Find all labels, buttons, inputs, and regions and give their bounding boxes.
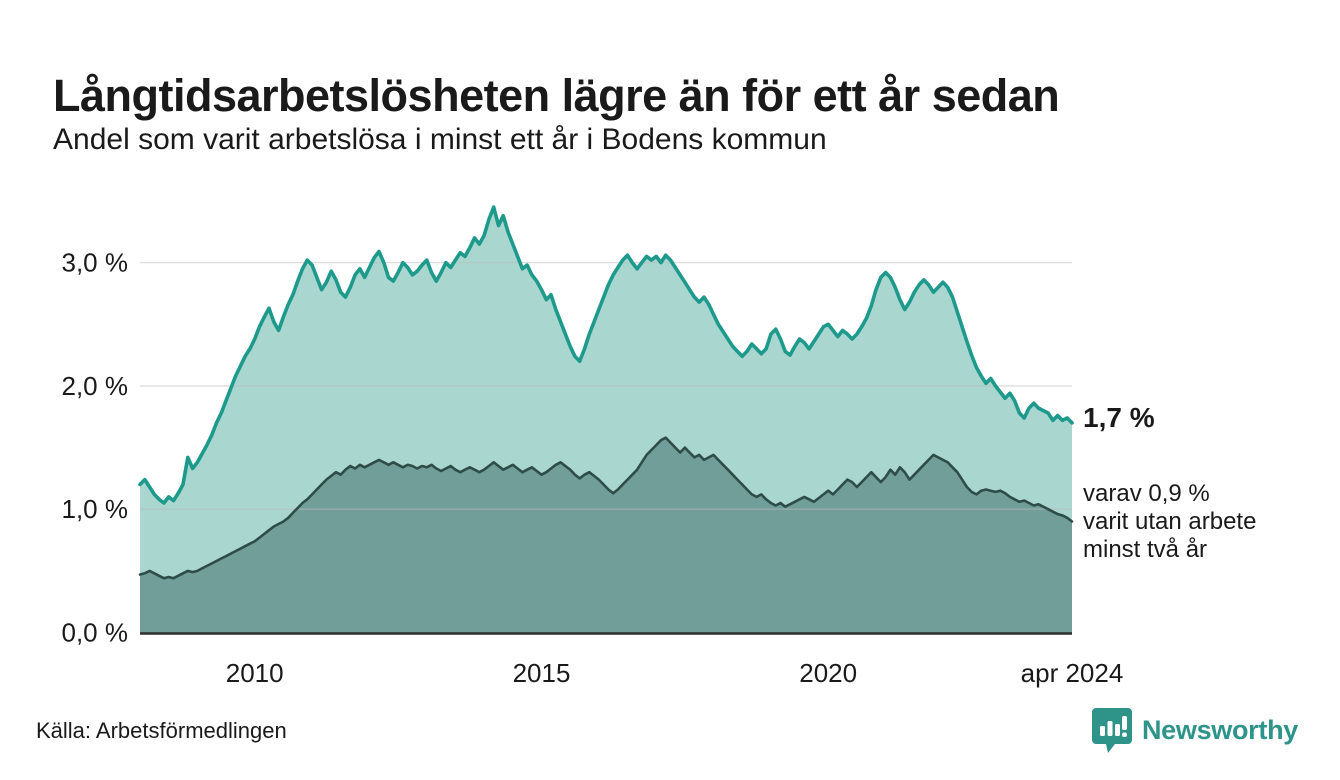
y-tick-label: 3,0 % xyxy=(62,248,129,278)
logo-bar-tall xyxy=(1107,721,1113,736)
x-tick-label: 2015 xyxy=(513,658,571,688)
chart-subtitle: Andel som varit arbetslösa i minst ett å… xyxy=(53,123,827,156)
latest-value-label: 1,7 % xyxy=(1083,402,1155,433)
secondary-label-line3: minst två år xyxy=(1083,536,1208,563)
line-two-year-unemployed xyxy=(138,436,1074,580)
page-title: Långtidsarbetslösheten lägre än för ett … xyxy=(53,70,1060,122)
logo-bar-mid xyxy=(1114,724,1120,736)
y-tick-label: 0,0 % xyxy=(62,618,129,648)
chart-areas xyxy=(140,207,1072,633)
x-tick-label: 2010 xyxy=(226,658,284,688)
secondary-label-line2: varit utan arbete xyxy=(1083,508,1257,535)
newsworthy-logo-icon xyxy=(1091,708,1132,753)
x-tick-label: apr 2024 xyxy=(1021,658,1124,688)
area-two-year-unemployed xyxy=(140,437,1072,633)
area-chart: 0,0 % 1,0 % 2,0 % 3,0 % 2010 2015 2020 apr 202… xyxy=(62,205,1124,688)
line-total-unemployed xyxy=(138,205,1074,505)
x-tick-label: 2020 xyxy=(799,658,857,688)
logo-bar-short xyxy=(1099,726,1105,736)
brand-name: Newsworthy xyxy=(1141,714,1298,745)
x-axis-labels: 2010 2015 2020 apr 2024 xyxy=(226,658,1124,688)
secondary-label-line1: varav 0,9 % xyxy=(1083,480,1210,507)
y-axis-labels: 0,0 % 1,0 % 2,0 % 3,0 % xyxy=(62,248,129,648)
y-tick-label: 1,0 % xyxy=(62,494,129,524)
source-note: Källa: Arbetsförmedlingen xyxy=(36,718,287,743)
newsworthy-brand: Newsworthy xyxy=(1091,706,1298,754)
chart-lines xyxy=(138,205,1074,580)
logo-exclamation-dot xyxy=(1121,732,1127,737)
logo-exclamation-bar xyxy=(1121,716,1127,730)
y-tick-label: 2,0 % xyxy=(62,371,129,401)
secondary-value-label: varav 0,9 % varit utan arbete minst två … xyxy=(1083,480,1256,564)
